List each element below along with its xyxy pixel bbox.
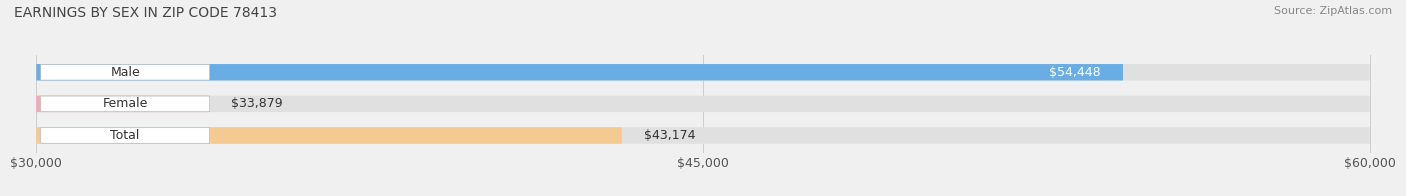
Text: Female: Female	[103, 97, 148, 110]
Text: $33,879: $33,879	[231, 97, 283, 110]
FancyBboxPatch shape	[37, 96, 1369, 112]
FancyBboxPatch shape	[41, 64, 209, 80]
FancyBboxPatch shape	[37, 64, 1369, 81]
Text: EARNINGS BY SEX IN ZIP CODE 78413: EARNINGS BY SEX IN ZIP CODE 78413	[14, 6, 277, 20]
Text: Male: Male	[110, 66, 141, 79]
FancyBboxPatch shape	[37, 127, 1369, 144]
FancyBboxPatch shape	[37, 96, 208, 112]
Text: Total: Total	[111, 129, 139, 142]
Text: Source: ZipAtlas.com: Source: ZipAtlas.com	[1274, 6, 1392, 16]
Text: $54,448: $54,448	[1049, 66, 1101, 79]
Text: $43,174: $43,174	[644, 129, 696, 142]
FancyBboxPatch shape	[37, 127, 621, 144]
FancyBboxPatch shape	[41, 128, 209, 143]
FancyBboxPatch shape	[41, 96, 209, 112]
FancyBboxPatch shape	[37, 64, 1123, 81]
